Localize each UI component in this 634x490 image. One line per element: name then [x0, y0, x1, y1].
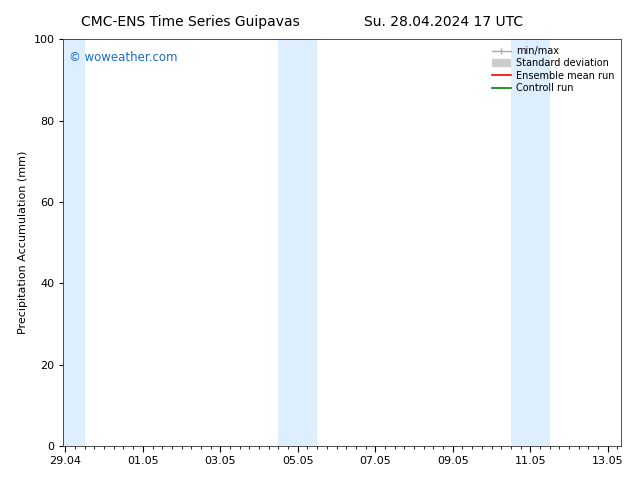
Bar — [63, 39, 85, 446]
Y-axis label: Precipitation Accumulation (mm): Precipitation Accumulation (mm) — [18, 151, 28, 334]
Bar — [278, 39, 317, 446]
Text: Su. 28.04.2024 17 UTC: Su. 28.04.2024 17 UTC — [365, 15, 523, 29]
Bar — [511, 39, 550, 446]
Text: CMC-ENS Time Series Guipavas: CMC-ENS Time Series Guipavas — [81, 15, 300, 29]
Text: © woweather.com: © woweather.com — [69, 51, 178, 64]
Legend: min/max, Standard deviation, Ensemble mean run, Controll run: min/max, Standard deviation, Ensemble me… — [489, 44, 616, 95]
